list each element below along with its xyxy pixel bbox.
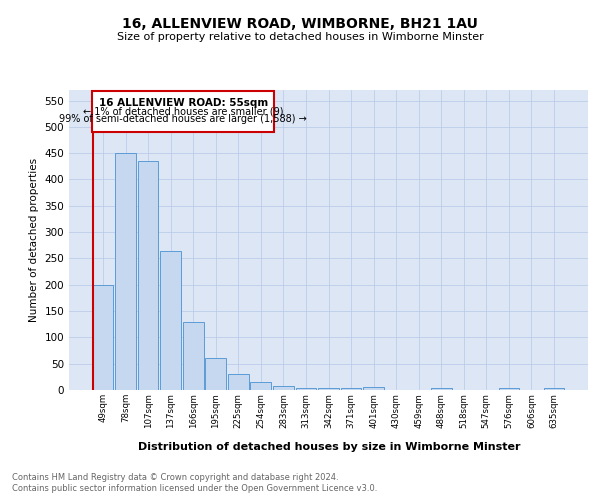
Bar [499, 388, 520, 390]
Text: 16 ALLENVIEW ROAD: 55sqm: 16 ALLENVIEW ROAD: 55sqm [99, 98, 268, 108]
Bar [544, 388, 565, 390]
Bar [92, 284, 113, 390]
Text: ← 1% of detached houses are smaller (9): ← 1% of detached houses are smaller (9) [83, 106, 284, 117]
Text: Size of property relative to detached houses in Wimborne Minster: Size of property relative to detached ho… [116, 32, 484, 42]
Bar [137, 161, 158, 390]
Y-axis label: Number of detached properties: Number of detached properties [29, 158, 39, 322]
Bar [296, 388, 316, 390]
Bar [228, 374, 248, 390]
Text: 99% of semi-detached houses are larger (1,588) →: 99% of semi-detached houses are larger (… [59, 114, 307, 124]
Text: Distribution of detached houses by size in Wimborne Minster: Distribution of detached houses by size … [137, 442, 520, 452]
Bar [250, 382, 271, 390]
Bar [363, 388, 384, 390]
Bar [431, 388, 452, 390]
Bar [341, 388, 361, 390]
Bar [183, 322, 203, 390]
Bar [273, 386, 294, 390]
Bar [205, 358, 226, 390]
Bar [318, 388, 339, 390]
Bar [115, 153, 136, 390]
Text: Contains public sector information licensed under the Open Government Licence v3: Contains public sector information licen… [12, 484, 377, 493]
Bar [160, 250, 181, 390]
Text: 16, ALLENVIEW ROAD, WIMBORNE, BH21 1AU: 16, ALLENVIEW ROAD, WIMBORNE, BH21 1AU [122, 18, 478, 32]
Text: Contains HM Land Registry data © Crown copyright and database right 2024.: Contains HM Land Registry data © Crown c… [12, 472, 338, 482]
Bar [92, 91, 274, 132]
